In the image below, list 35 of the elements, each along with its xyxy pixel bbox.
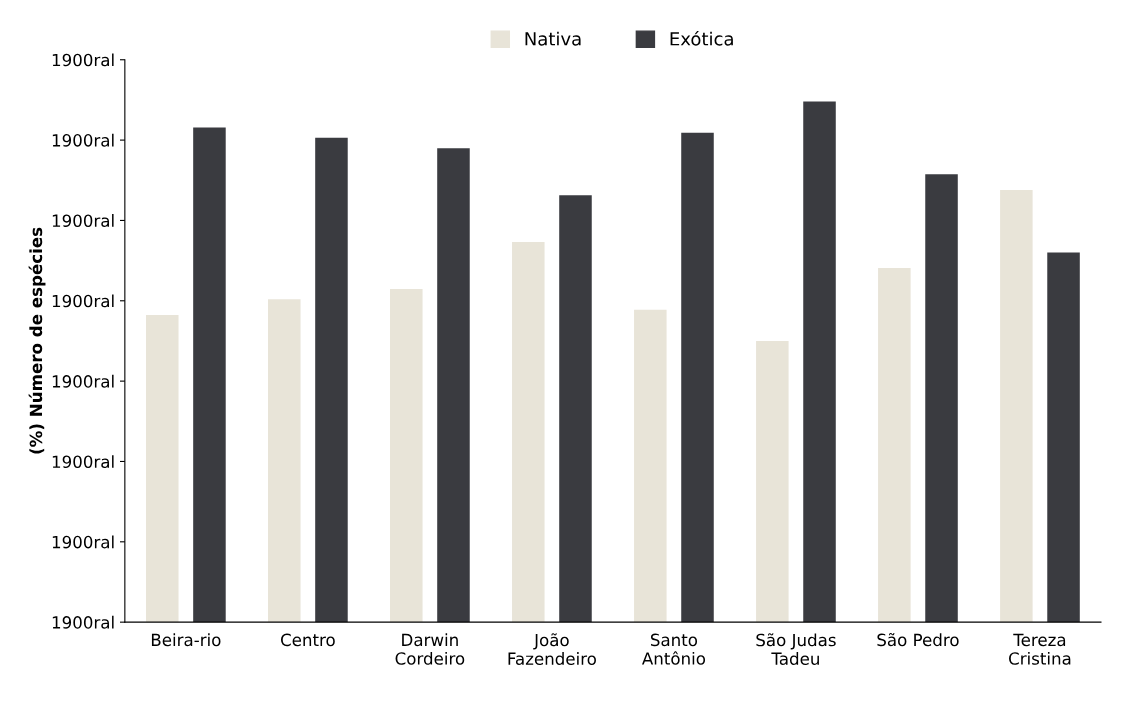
bar (315, 137, 348, 623)
bar (756, 340, 789, 623)
text: 1900ral (52, 535, 114, 549)
bar (512, 242, 545, 623)
bar (634, 309, 667, 623)
x-tick-label: Tereza Cristina (1009, 633, 1071, 665)
bar (878, 268, 911, 623)
bar (681, 132, 714, 623)
legend-label: Nativa (525, 31, 581, 46)
bar (925, 174, 958, 623)
bar (437, 148, 470, 623)
bar (559, 195, 592, 623)
x-tick-label: São Pedro (877, 632, 959, 647)
bar (1000, 189, 1033, 623)
x-tick-label: Beira-rio (151, 633, 221, 647)
x-tick-label: Centro (280, 633, 335, 647)
bar (1047, 252, 1080, 623)
bar (146, 314, 179, 623)
y-axis-title: (%) Número de espécies (28, 227, 46, 454)
text: 1900ral (52, 294, 114, 308)
text: 1900ral (52, 53, 114, 67)
text: 1900ral (52, 133, 114, 147)
text: 1900ral (52, 455, 114, 469)
text: 1900ral (52, 374, 114, 388)
bar (193, 127, 226, 623)
legend-label: Exótica (670, 30, 733, 46)
x-tick-label: São Judas Tadeu (756, 633, 836, 665)
x-tick-label: Santo Antônio (641, 633, 706, 665)
x-tick-label: Darwin Cordeiro (395, 633, 465, 665)
bar (803, 101, 836, 623)
bar (268, 299, 301, 623)
text: 1900ral (52, 615, 114, 629)
bar (390, 288, 423, 623)
text: 1900ral (52, 214, 114, 228)
x-tick-label: João Fazendeiro (508, 633, 596, 665)
